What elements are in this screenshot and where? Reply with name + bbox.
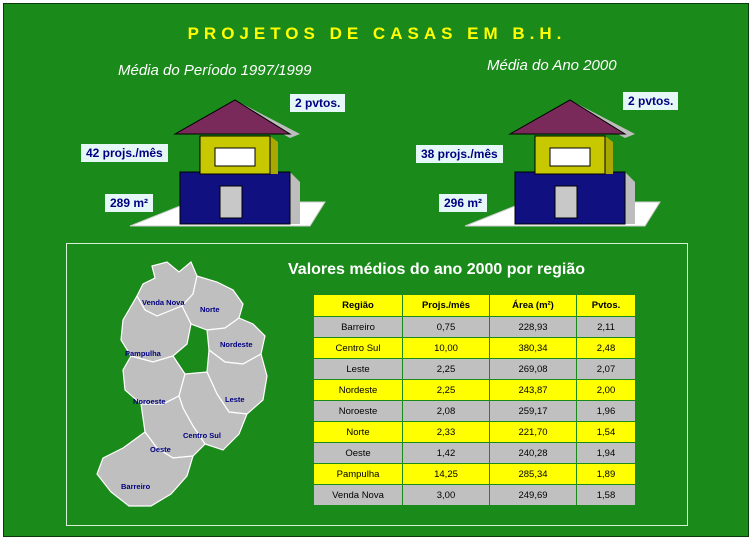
table-row: Oeste 1,42 240,28 1,94 — [313, 442, 636, 464]
map-label-norte: Norte — [200, 305, 220, 314]
right-area-label: 296 m² — [439, 194, 488, 212]
table-cell: 2,08 — [402, 400, 490, 422]
table-row: Nordeste 2,25 243,87 2,00 — [313, 379, 636, 401]
table-row: Centro Sul 10,00 380,34 2,48 — [313, 337, 636, 359]
table-cell: Oeste — [313, 442, 403, 464]
map-label-noroeste: Noroeste — [133, 397, 166, 406]
map-label-barreiro: Barreiro — [121, 482, 151, 491]
table-cell: 259,17 — [489, 400, 577, 422]
table-cell: 2,00 — [576, 379, 636, 401]
panel-title: Valores médios do ano 2000 por região — [288, 261, 585, 278]
table-row: Venda Nova 3,00 249,69 1,58 — [313, 484, 636, 506]
right-projetos-label: 38 projs./mês — [416, 145, 503, 163]
table-row: Pampulha 14,25 285,34 1,89 — [313, 463, 636, 485]
table-cell: 249,69 — [489, 484, 577, 506]
region-pampulha-shape — [120, 294, 192, 363]
table-cell: 1,58 — [576, 484, 636, 506]
table-cell: Venda Nova — [313, 484, 403, 506]
table-cell: 285,34 — [489, 463, 577, 485]
table-row: Noroeste 2,08 259,17 1,96 — [313, 400, 636, 422]
table-row: Barreiro 0,75 228,93 2,11 — [313, 316, 636, 338]
regions-panel: Venda Nova Norte Nordeste Pampulha Noroe… — [66, 243, 688, 526]
bh-regions-map: Venda Nova Norte Nordeste Pampulha Noroe… — [96, 261, 268, 507]
table-cell: Nordeste — [313, 379, 403, 401]
table-cell: 1,42 — [402, 442, 490, 464]
page-title: PROJETOS DE CASAS EM B.H. — [187, 24, 567, 43]
left-area-label: 289 m² — [105, 194, 154, 212]
table-cell: 14,25 — [402, 463, 490, 485]
table-cell: 243,87 — [489, 379, 577, 401]
table-cell: 2,25 — [402, 379, 490, 401]
house-right-illustration — [464, 99, 661, 227]
table-cell: 3,00 — [402, 484, 490, 506]
table-cell: 269,08 — [489, 358, 577, 380]
table-cell: 2,11 — [576, 316, 636, 338]
table-cell: 228,93 — [489, 316, 577, 338]
table-cell: 221,70 — [489, 421, 577, 443]
table-cell: 380,34 — [489, 337, 577, 359]
house-left-illustration — [129, 99, 326, 227]
table-cell: 1,89 — [576, 463, 636, 485]
map-label-centro-sul: Centro Sul — [183, 431, 221, 440]
table-cell: 1,54 — [576, 421, 636, 443]
table-header-regiao: Região — [313, 294, 403, 317]
table-cell: 1,96 — [576, 400, 636, 422]
left-subtitle: Média do Período 1997/1999 — [118, 62, 312, 79]
table-cell: Pampulha — [313, 463, 403, 485]
table-cell: Barreiro — [313, 316, 403, 338]
table-row: Norte 2,33 221,70 1,54 — [313, 421, 636, 443]
regions-table: Região Projs./mês Área (m²) Pvtos. Barre… — [313, 294, 636, 506]
table-cell: 10,00 — [402, 337, 490, 359]
left-projetos-label: 42 projs./mês — [81, 144, 168, 162]
table-header-row: Região Projs./mês Área (m²) Pvtos. — [313, 294, 636, 317]
table-cell: 240,28 — [489, 442, 577, 464]
map-label-nordeste: Nordeste — [220, 340, 253, 349]
right-subtitle: Média do Ano 2000 — [487, 57, 617, 74]
table-cell: 2,07 — [576, 358, 636, 380]
map-label-oeste: Oeste — [150, 445, 171, 454]
table-cell: 2,33 — [402, 421, 490, 443]
table-cell: 0,75 — [402, 316, 490, 338]
table-header-pavimentos: Pvtos. — [576, 294, 636, 317]
table-cell: Leste — [313, 358, 403, 380]
slide: PROJETOS DE CASAS EM B.H. Média do Perío… — [3, 3, 749, 537]
map-label-pampulha: Pampulha — [125, 349, 162, 358]
left-pavimentos-label: 2 pvtos. — [290, 94, 346, 112]
map-label-leste: Leste — [225, 395, 245, 404]
table-cell: 1,94 — [576, 442, 636, 464]
region-barreiro-shape — [96, 431, 194, 507]
table-cell: 2,48 — [576, 337, 636, 359]
table-cell: Centro Sul — [313, 337, 403, 359]
table-cell: Norte — [313, 421, 403, 443]
table-header-projetos: Projs./mês — [402, 294, 490, 317]
table-header-area: Área (m²) — [489, 294, 577, 317]
right-pavimentos-label: 2 pvtos. — [623, 92, 679, 110]
table-cell: Noroeste — [313, 400, 403, 422]
table-cell: 2,25 — [402, 358, 490, 380]
map-label-venda-nova: Venda Nova — [142, 298, 185, 307]
table-row: Leste 2,25 269,08 2,07 — [313, 358, 636, 380]
